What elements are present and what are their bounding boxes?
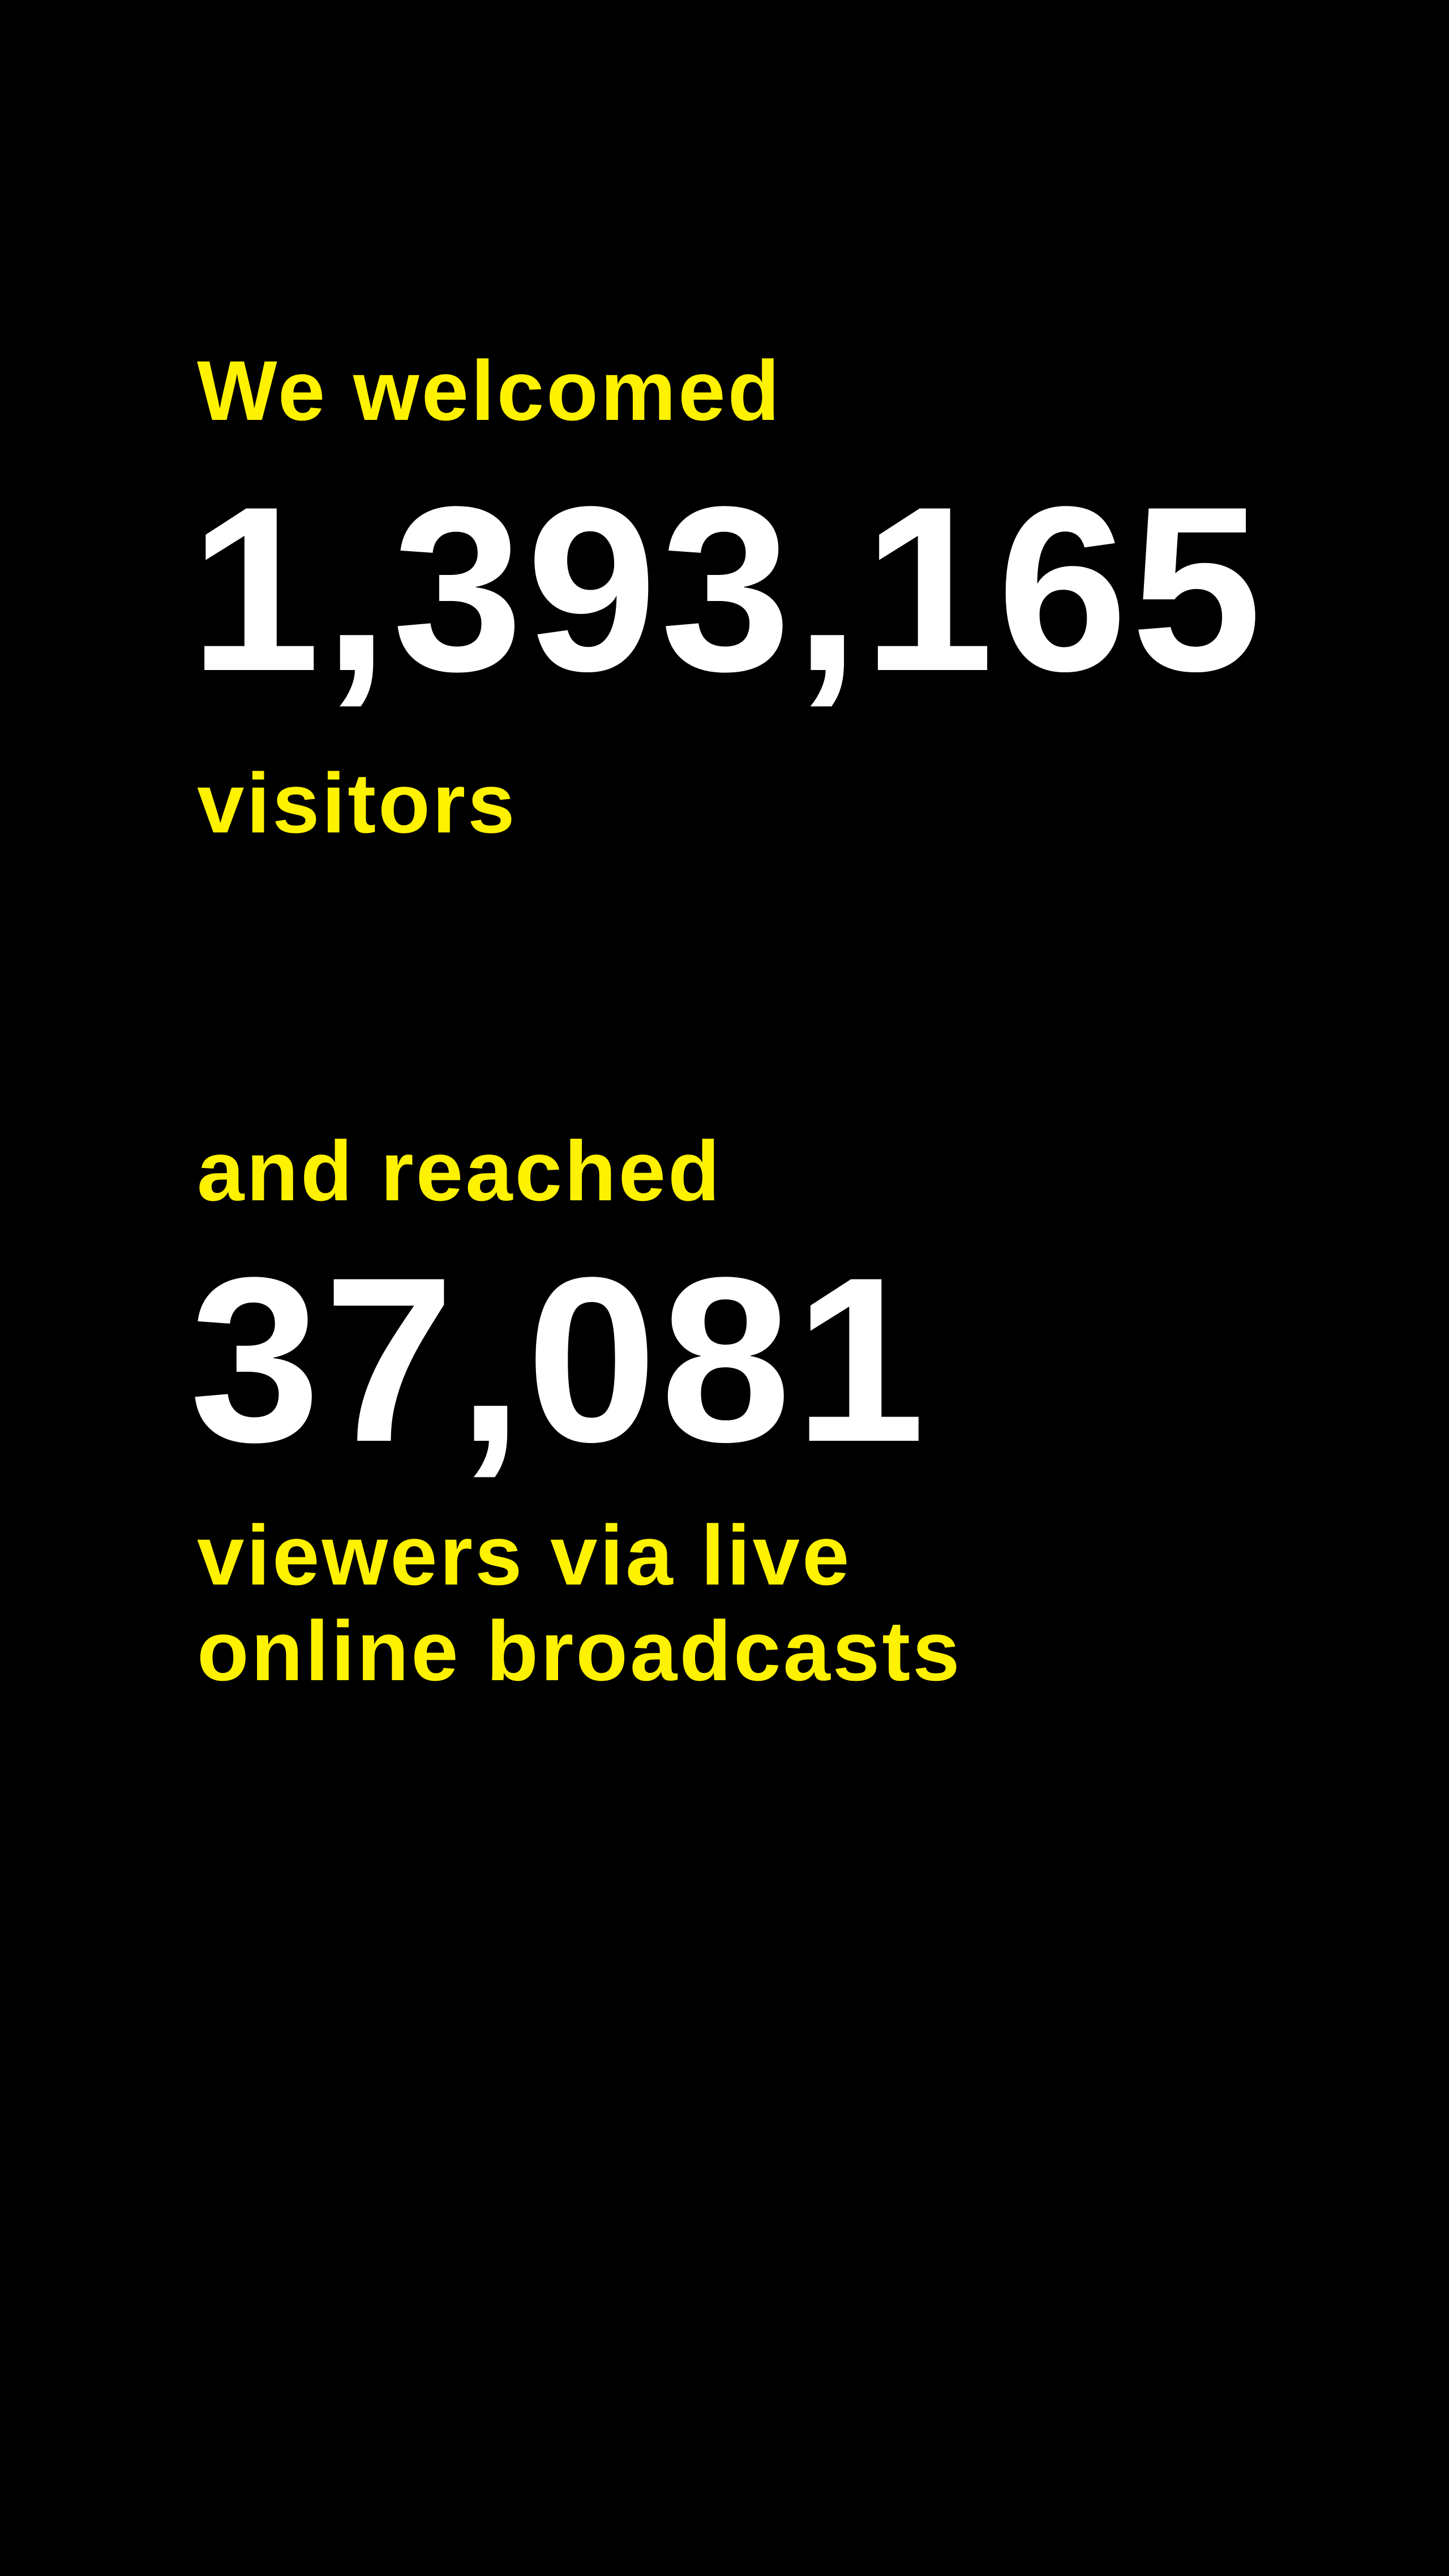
viewers-unit-line2: online broadcasts [197,1603,962,1698]
visitors-count: 1,393,165 [190,457,1266,720]
viewers-unit-line1: viewers via live [197,1508,852,1603]
viewers-intro: and reached [197,1123,722,1218]
visitors-intro: We welcomed [197,343,782,438]
viewers-count: 37,081 [190,1228,929,1491]
visitors-unit: visitors [197,755,517,851]
